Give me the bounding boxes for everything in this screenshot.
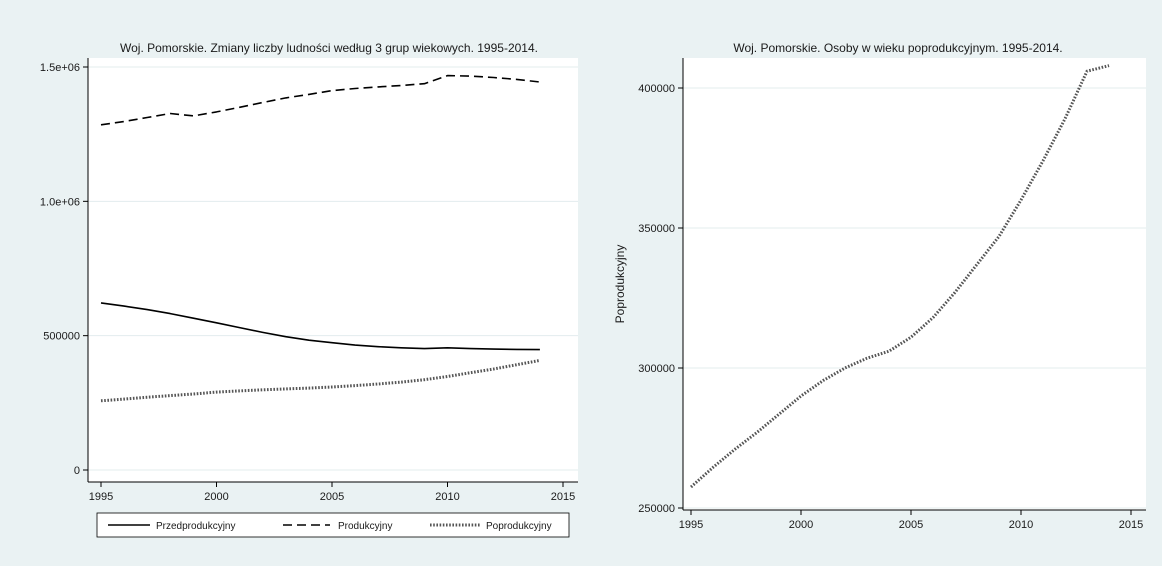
left-y-tick-label-500000: 500000 — [43, 331, 80, 343]
right-y-tick-label-300000: 300000 — [638, 363, 675, 375]
right-x-tick-label-1995: 1995 — [679, 519, 703, 531]
right-y-tick-label-400000: 400000 — [638, 83, 675, 95]
legend-label-przedprodukcyjny: Przedprodukcyjny — [156, 521, 235, 532]
right-x-tick-label-2010: 2010 — [1009, 519, 1033, 531]
left-grid — [88, 66, 578, 471]
right-grid — [683, 87, 1146, 509]
right-y-tick-label-250000: 250000 — [638, 503, 675, 515]
left-y-tick-label-0: 0 — [74, 465, 80, 477]
right-chart: Woj. Pomorskie. Osoby w wieku poprodukcy… — [613, 41, 1146, 531]
left-x-tick-label-1995: 1995 — [89, 491, 113, 503]
right-chart-title: Woj. Pomorskie. Osoby w wieku poprodukcy… — [733, 41, 1062, 55]
legend-label-poprodukcyjny: Poprodukcyjny — [486, 521, 552, 532]
right-y-axis-title: Poprodukcyjny — [613, 245, 627, 324]
legend-box — [96, 512, 570, 538]
left-y-tick-label-1000000: 1.0e+06 — [40, 196, 80, 208]
left-axes: 0 500000 1.0e+06 1.5e+06 1995 2000 2005 2010 201… — [40, 58, 578, 503]
left-x-tick-label-2010: 2010 — [435, 491, 459, 503]
left-series-line-przedprodukcyjny — [100, 302, 540, 351]
legend-label-produkcyjny: Produkcyjny — [338, 521, 392, 532]
left-x-tick-label-2015: 2015 — [551, 491, 575, 503]
left-series-line-produkcyjny — [100, 74, 540, 126]
left-chart: Woj. Pomorskie. Zmiany liczby ludności w… — [40, 41, 578, 538]
right-plot-area — [683, 58, 1146, 510]
right-x-tick-label-2005: 2005 — [899, 519, 923, 531]
right-series-line-poprodukcyjny — [690, 64, 1110, 489]
right-x-tick-label-2015: 2015 — [1119, 519, 1143, 531]
left-x-tick-label-2000: 2000 — [204, 491, 228, 503]
left-plot-area — [88, 58, 578, 482]
right-x-tick-label-2000: 2000 — [789, 519, 813, 531]
right-series — [690, 64, 1110, 489]
left-x-tick-label-2005: 2005 — [320, 491, 344, 503]
left-legend: Przedprodukcyjny Produkcyjny Poprodukcyj… — [96, 512, 570, 538]
left-y-tick-label-1500000: 1.5e+06 — [40, 62, 80, 74]
right-axes: 250000 300000 350000 400000 1995 2000 2005 2010… — [638, 58, 1146, 531]
left-chart-title: Woj. Pomorskie. Zmiany liczby ludności w… — [120, 41, 538, 55]
left-series — [100, 74, 541, 403]
right-y-tick-label-350000: 350000 — [638, 223, 675, 235]
